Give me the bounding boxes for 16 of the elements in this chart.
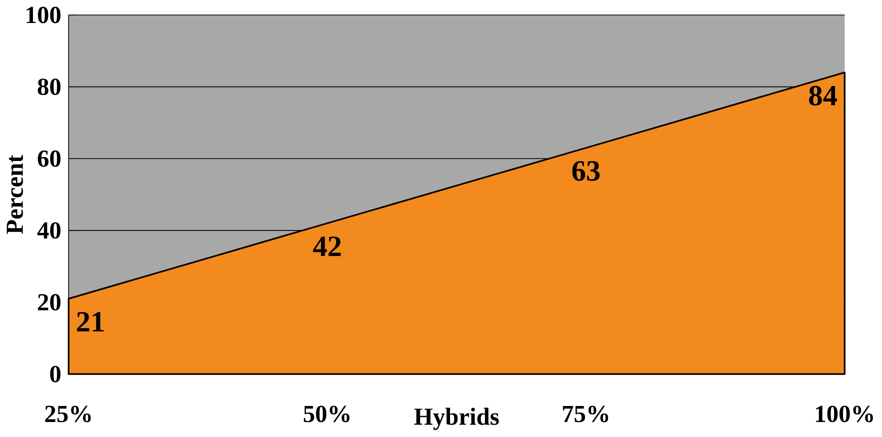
data-label: 42 <box>313 236 341 256</box>
y-tick-label: 20 <box>38 294 60 311</box>
y-tick-label: 0 <box>50 366 60 382</box>
y-axis-title: Percent <box>6 155 24 234</box>
data-label: 21 <box>77 312 104 332</box>
y-tick-label: 100 <box>26 6 60 24</box>
y-tick-label: 80 <box>38 78 60 96</box>
y-tick-label: 40 <box>37 222 60 239</box>
y-tick-label: 60 <box>38 150 60 167</box>
x-axis-title: Hybrids <box>414 408 499 430</box>
data-label: 84 <box>809 86 837 106</box>
x-tick-label: 50% <box>304 406 350 422</box>
x-tick-label: 75% <box>562 406 608 422</box>
x-tick-label: 100% <box>816 406 873 422</box>
data-label: 63 <box>572 161 600 181</box>
x-tick-label: 25% <box>45 406 91 422</box>
